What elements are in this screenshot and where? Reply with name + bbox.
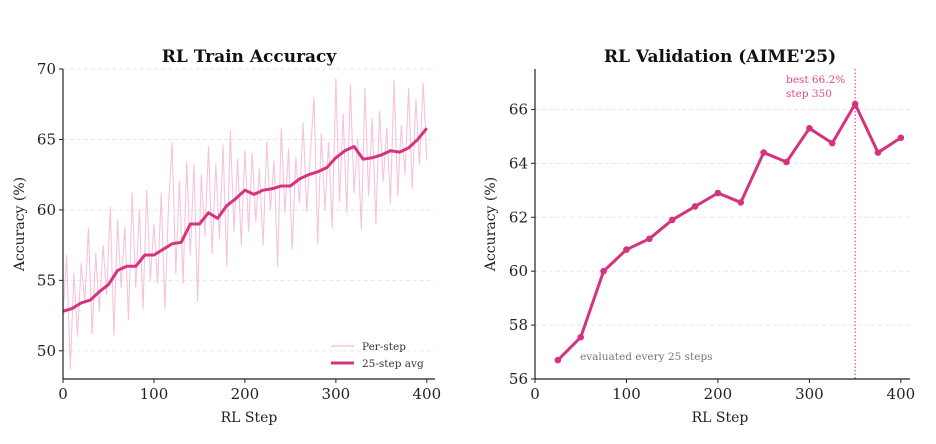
validation-point: [600, 267, 607, 275]
train-x-tick-label: 400: [412, 385, 441, 403]
evaluation-note: evaluated every 25 steps: [580, 351, 713, 363]
validation-point: [646, 235, 653, 243]
train-legend: Per-step 25-step avg: [331, 341, 424, 370]
validation-y-axis-label: Accuracy (%): [483, 177, 499, 272]
train-x-tick-label: 200: [231, 385, 260, 403]
validation-y-tick-label: 56: [509, 370, 528, 388]
validation-point: [783, 158, 790, 166]
validation-point: [668, 216, 676, 224]
moving-average-line: [62, 127, 428, 313]
train-x-tick-label: 0: [58, 385, 68, 403]
legend-avg-label: 25-step avg: [362, 358, 424, 370]
validation-x-axis-label: RL Step: [692, 410, 749, 426]
validation-point: [874, 149, 882, 156]
validation-point: [554, 356, 562, 364]
validation-y-tick-label: 58: [509, 316, 528, 334]
validation-point: [897, 134, 905, 142]
train-y-tick-label: 60: [37, 201, 56, 219]
train-x-axis-label: RL Step: [221, 410, 278, 426]
validation-point: [851, 100, 859, 108]
train-y-tick-label: 70: [37, 60, 56, 78]
validation-y-tick-label: 66: [509, 100, 528, 118]
train-x-tick-label: 100: [140, 385, 169, 403]
train-chart-title: RL Train Accuracy: [162, 47, 338, 67]
per-step-line: [62, 78, 428, 370]
train-accuracy-chart: RL Train Accuracy RL Step Accuracy (%) 5…: [12, 47, 441, 426]
validation-x-tick-label: 400: [887, 385, 916, 403]
validation-point: [806, 125, 813, 132]
validation-chart: RL Validation (AIME'25) RL Step Accuracy…: [483, 47, 915, 426]
validation-line: [556, 102, 902, 362]
train-ticks: 50 55 60 65 70 0 100 200 300 400: [37, 60, 441, 403]
train-y-axis-label: Accuracy (%): [12, 177, 28, 272]
legend-per-step-label: Per-step: [362, 341, 406, 353]
validation-point: [828, 139, 836, 147]
train-y-tick-label: 65: [37, 130, 56, 148]
validation-chart-title: RL Validation (AIME'25): [604, 47, 836, 67]
validation-point: [577, 333, 585, 341]
train-y-tick-label: 50: [37, 342, 56, 360]
best-annotation-line2: step 350: [786, 88, 832, 100]
validation-point: [691, 203, 699, 210]
validation-point: [760, 149, 767, 156]
validation-x-tick-label: 300: [795, 385, 824, 403]
validation-y-tick-label: 60: [509, 262, 528, 280]
validation-point: [623, 246, 630, 253]
train-x-tick-label: 300: [322, 385, 351, 403]
validation-point: [714, 189, 722, 197]
best-annotation-line1: best 66.2%: [786, 74, 845, 86]
validation-ticks: 56 58 60 62 64 66 0 100 200 300 400: [509, 100, 915, 403]
validation-x-tick-label: 0: [530, 385, 540, 403]
validation-x-tick-label: 200: [704, 385, 733, 403]
validation-y-tick-label: 62: [509, 208, 528, 226]
validation-marks: [554, 69, 905, 379]
validation-point: [737, 199, 745, 206]
validation-gridlines: [535, 108, 910, 380]
train-marks: [62, 78, 428, 370]
validation-x-tick-label: 100: [612, 385, 641, 403]
validation-y-tick-label: 64: [509, 154, 528, 172]
train-y-tick-label: 55: [37, 271, 56, 289]
